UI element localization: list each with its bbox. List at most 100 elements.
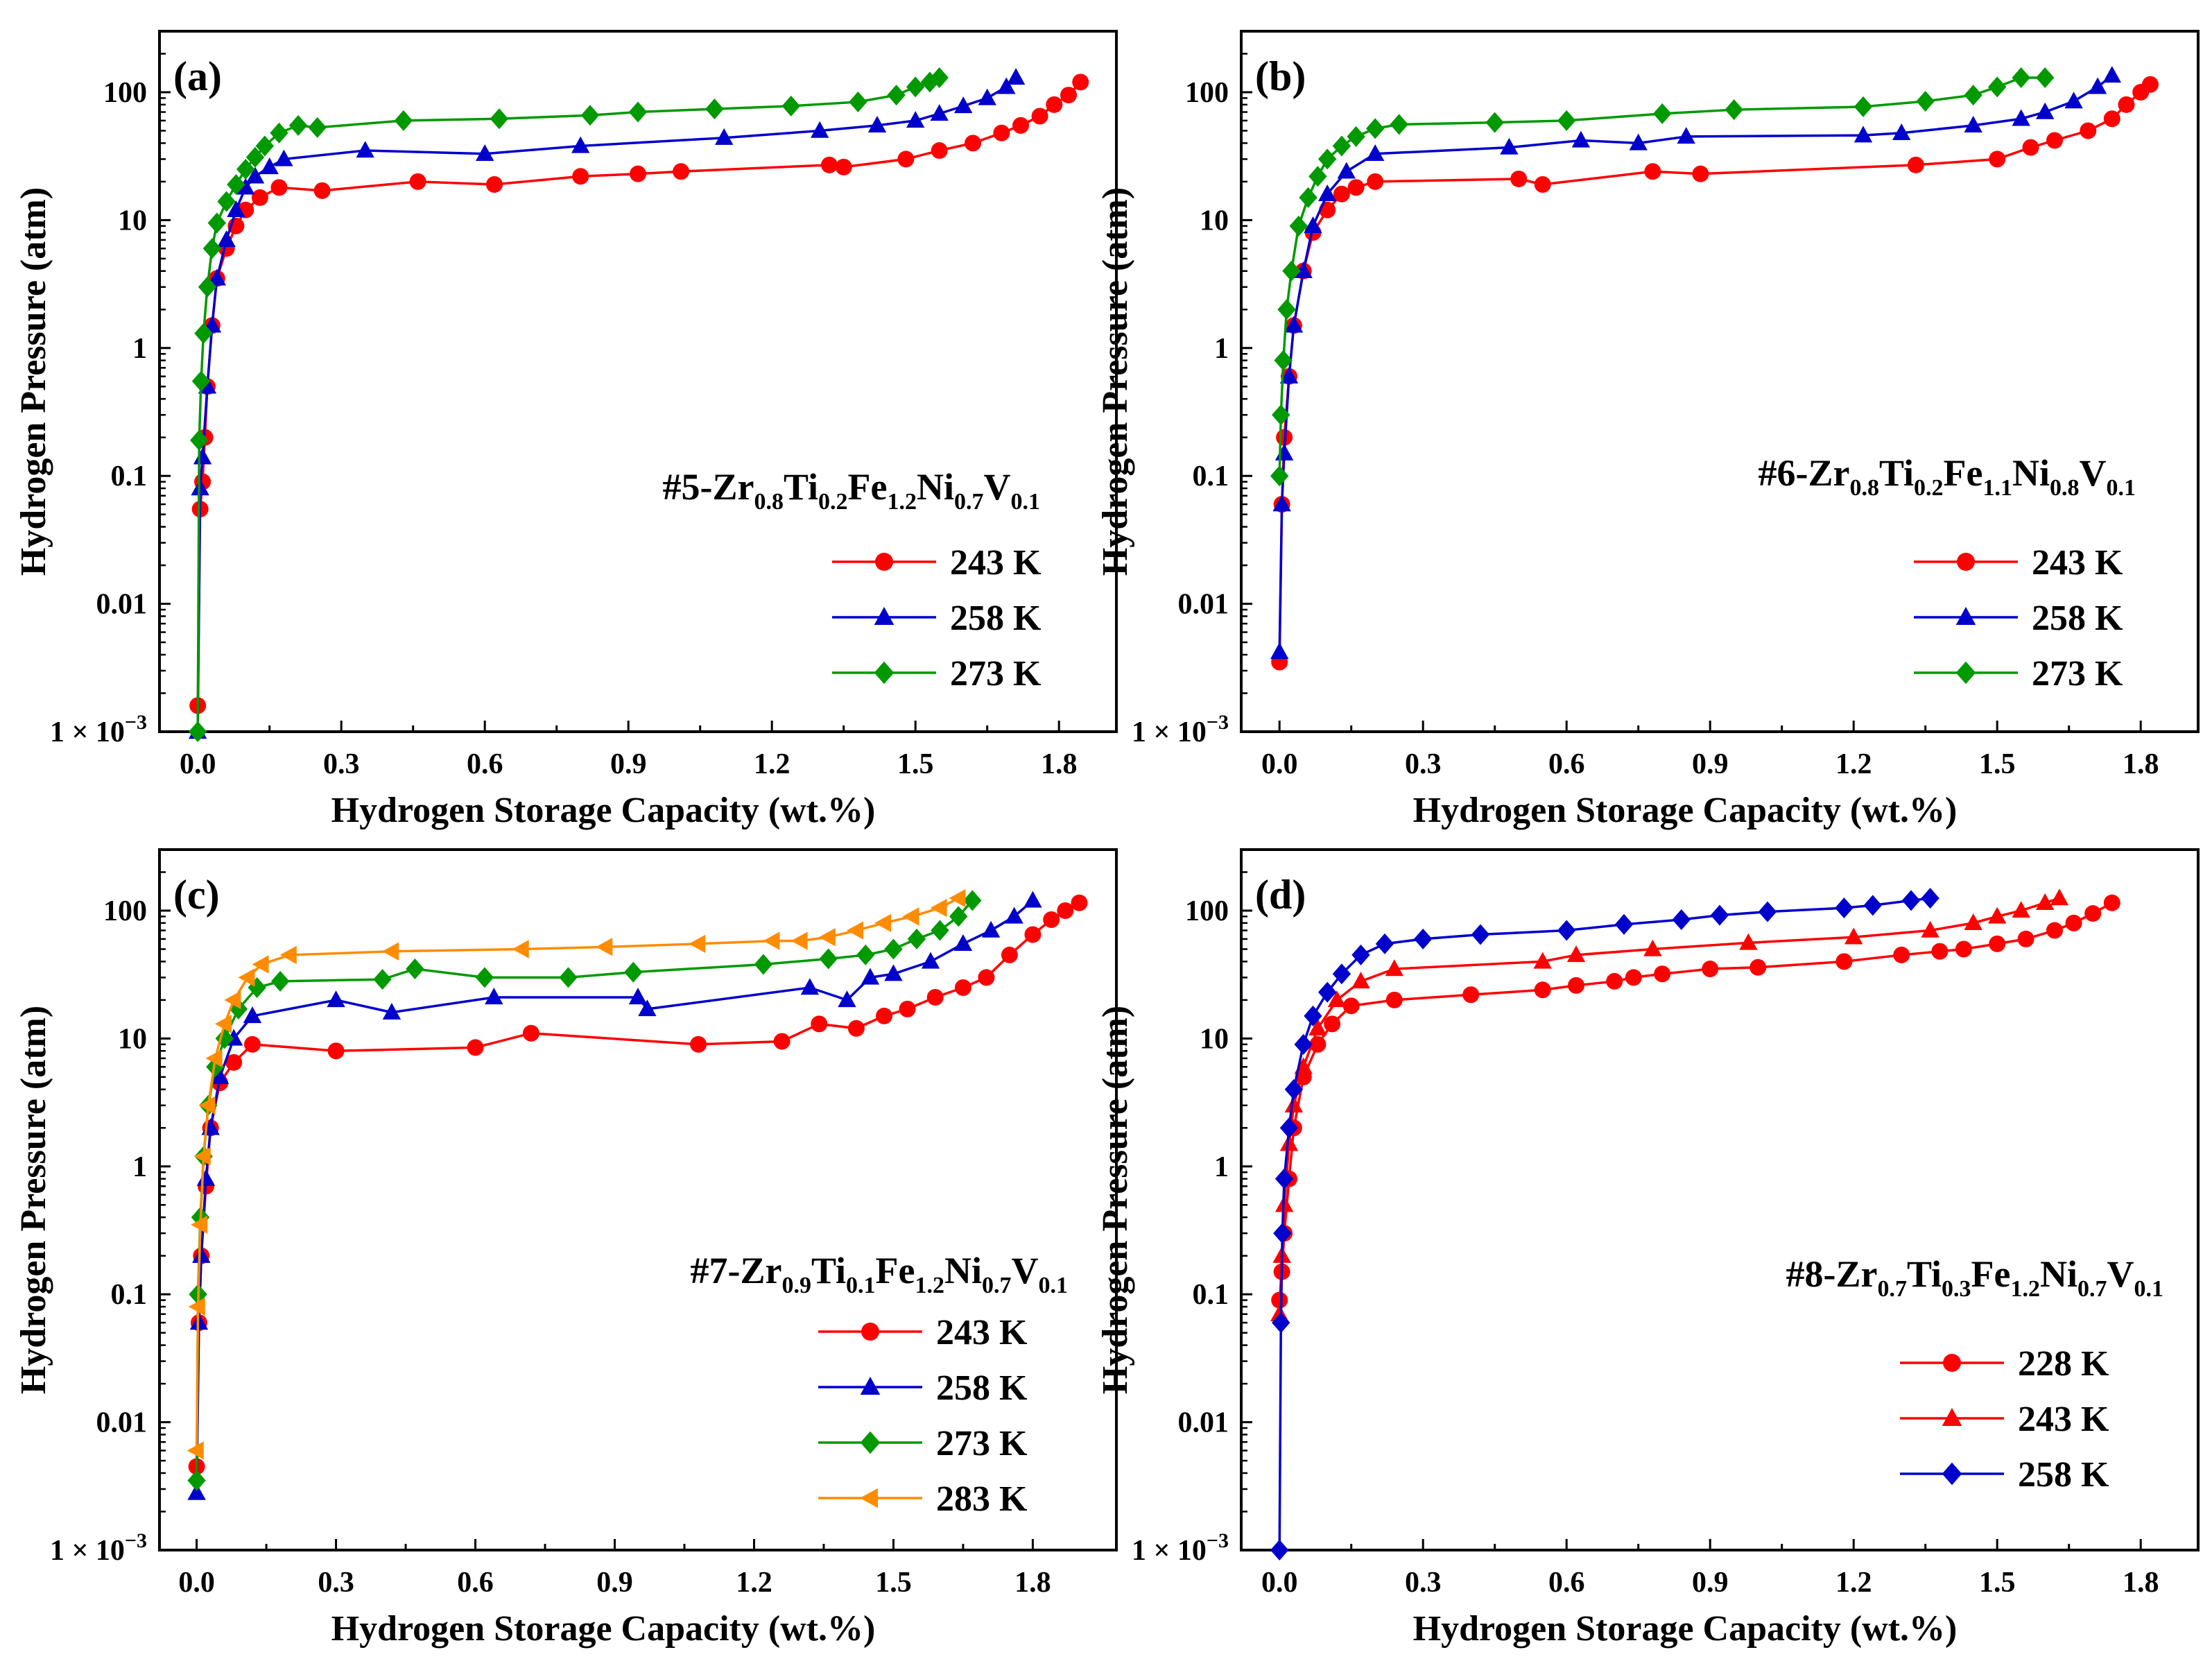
data-point bbox=[628, 988, 648, 1005]
data-point bbox=[954, 979, 971, 997]
data-point bbox=[1023, 891, 1042, 908]
legend-item: 243 K bbox=[1914, 543, 2123, 583]
chart-panel-d: 0.0 0.3 0.6 0.9 1.2 1.5 1.8 1 × 10−3 0.01 0.1 1 10 1… bbox=[1096, 848, 2200, 1649]
data-point bbox=[876, 1007, 893, 1024]
legend-item: 258 K bbox=[818, 1368, 1028, 1408]
data-point bbox=[217, 191, 236, 212]
data-point bbox=[835, 158, 852, 175]
data-point bbox=[327, 990, 345, 1008]
data-point bbox=[1289, 215, 1308, 237]
x-axis-title: Hydrogen Storage Capacity (wt.%) bbox=[1413, 1609, 1958, 1649]
data-point bbox=[1279, 1117, 1299, 1139]
x-tick-label: 0.0 bbox=[178, 1567, 215, 1599]
data-point bbox=[394, 110, 413, 131]
x-tick-label: 1.5 bbox=[1979, 1567, 2016, 1599]
data-point bbox=[476, 144, 494, 161]
x-tick-label: 0.3 bbox=[1405, 1567, 1442, 1599]
data-point bbox=[1710, 904, 1729, 926]
data-point bbox=[490, 108, 509, 130]
data-point bbox=[1327, 990, 1347, 1008]
x-tick-label: 1.5 bbox=[897, 748, 934, 780]
x-tick-label: 0.6 bbox=[457, 1567, 494, 1599]
data-point bbox=[818, 928, 836, 947]
data-point bbox=[1351, 972, 1370, 989]
data-point bbox=[1901, 890, 1921, 911]
legend-item: 228 K bbox=[1900, 1344, 2109, 1384]
data-point bbox=[1510, 170, 1528, 187]
x-tick-label: 1.8 bbox=[2123, 748, 2159, 780]
y-tick-label: 0.1 bbox=[1193, 1279, 1229, 1311]
y-tick-label: 0.01 bbox=[1178, 1407, 1229, 1439]
data-point bbox=[1854, 126, 1873, 143]
data-point bbox=[689, 934, 706, 954]
y-tick-label: 10 bbox=[1200, 205, 1229, 237]
legend-marker bbox=[1955, 661, 1976, 685]
data-point bbox=[2036, 102, 2055, 119]
data-point bbox=[1571, 130, 1591, 148]
y-tick-label: 0.01 bbox=[96, 589, 148, 621]
composition-label: #7-Zr0.9Ti0.1Fe1.2Ni0.7V0.1 bbox=[691, 1250, 1068, 1298]
data-point bbox=[1366, 144, 1385, 161]
data-point bbox=[1060, 87, 1077, 104]
composition-label: #8-Zr0.7Ti0.3Fe1.2Ni0.7V0.1 bbox=[1786, 1253, 2163, 1302]
data-point bbox=[205, 1049, 223, 1068]
legend-label: 243 K bbox=[936, 1313, 1028, 1352]
series-273K bbox=[1270, 67, 2055, 487]
data-point bbox=[965, 135, 981, 152]
data-point bbox=[2036, 67, 2055, 88]
data-point bbox=[1672, 909, 1691, 930]
data-point bbox=[1270, 642, 1289, 660]
data-point bbox=[572, 168, 589, 185]
data-point bbox=[255, 135, 274, 157]
data-point bbox=[1318, 981, 1337, 1003]
legend-item: 258 K bbox=[1914, 599, 2123, 638]
data-point bbox=[1606, 972, 1623, 990]
legend-label: 258 K bbox=[950, 599, 1042, 638]
data-point bbox=[187, 1483, 206, 1500]
data-point bbox=[313, 182, 331, 199]
data-point bbox=[1274, 350, 1293, 371]
data-point bbox=[236, 178, 255, 195]
legend-label: 243 K bbox=[2032, 543, 2123, 583]
x-tick-label: 0.6 bbox=[467, 748, 503, 780]
data-point bbox=[978, 88, 996, 105]
data-point bbox=[2012, 67, 2030, 88]
data-point bbox=[963, 890, 982, 911]
y-tick-label: 0.1 bbox=[111, 461, 148, 492]
plot-frame bbox=[158, 30, 1118, 733]
data-point bbox=[638, 999, 657, 1017]
data-point bbox=[1273, 1223, 1292, 1244]
series-228K bbox=[1271, 894, 2120, 1309]
panel-label: (a) bbox=[173, 53, 222, 99]
data-point bbox=[899, 1000, 916, 1017]
data-point bbox=[921, 952, 940, 969]
x-tick-label: 0.0 bbox=[1261, 1567, 1298, 1599]
series-line bbox=[1278, 76, 2046, 476]
y-tick-label: 10 bbox=[118, 205, 147, 237]
x-tick-label: 0.0 bbox=[1261, 748, 1298, 780]
y-tick-label: 1 bbox=[132, 333, 147, 365]
legend-marker bbox=[874, 607, 895, 626]
x-tick-label: 0.9 bbox=[596, 1567, 633, 1599]
data-point bbox=[705, 98, 724, 120]
data-point bbox=[953, 934, 973, 952]
legend-item: 258 K bbox=[832, 599, 1042, 638]
data-point bbox=[867, 116, 887, 133]
data-point bbox=[2103, 894, 2120, 911]
legend-marker bbox=[861, 1323, 879, 1341]
x-tick-label: 1.2 bbox=[736, 1567, 772, 1599]
data-point bbox=[978, 969, 995, 986]
y-tick-label: 100 bbox=[103, 895, 147, 927]
data-point bbox=[690, 1035, 707, 1053]
data-point bbox=[1653, 103, 1672, 124]
legend-marker bbox=[875, 553, 893, 571]
data-point bbox=[1931, 943, 1949, 960]
data-point bbox=[1333, 185, 1350, 203]
data-point bbox=[821, 156, 838, 173]
data-point bbox=[2065, 914, 2082, 931]
y-tick-label: 1 bbox=[132, 1151, 147, 1183]
data-point bbox=[856, 944, 875, 965]
legend-item: 243 K bbox=[832, 543, 1042, 583]
series-line bbox=[195, 900, 974, 1481]
data-point bbox=[512, 940, 529, 958]
